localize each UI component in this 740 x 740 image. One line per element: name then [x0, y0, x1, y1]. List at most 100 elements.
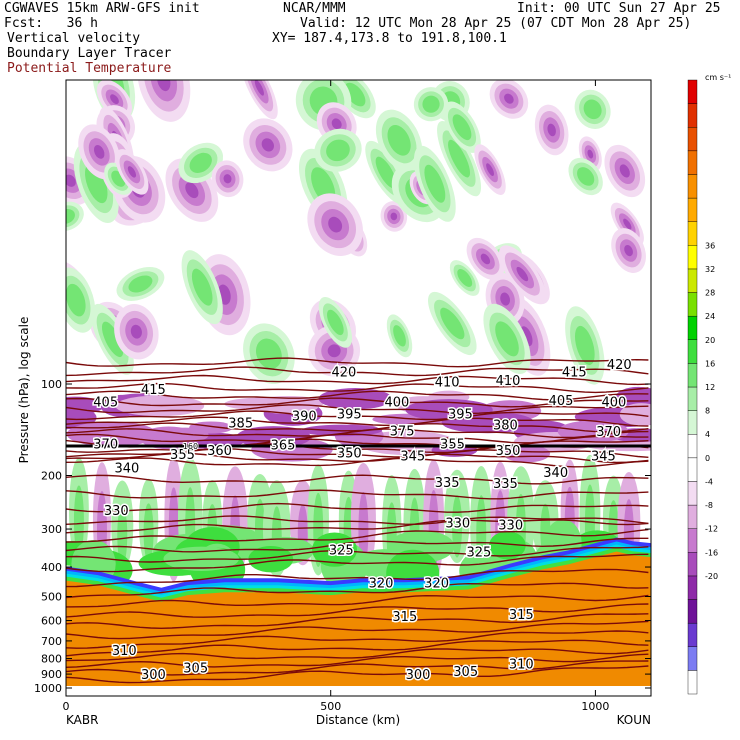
colorbar-swatch: [687, 457, 698, 482]
plot-header: CGWAVES 15km ARW-GFS init NCAR/MMM Init:…: [0, 0, 740, 90]
theta-contour-line: [66, 397, 649, 408]
theta-contour-line: [66, 390, 649, 401]
organization-label: NCAR/MMM: [283, 1, 346, 16]
field-boundary-layer-tracer: Boundary Layer Tracer: [7, 46, 172, 61]
theta-label: 340: [114, 461, 139, 476]
theta-contour-line: [66, 519, 649, 534]
theta-contour-line: [66, 630, 649, 649]
colorbar-tick-label: 8: [705, 407, 710, 416]
velocity-cell: [413, 145, 456, 222]
velocity-cell: [116, 266, 165, 301]
theta-label: 300: [406, 668, 431, 683]
theta-contour-line: [66, 357, 649, 368]
theta-contour-line: [66, 374, 649, 386]
velocity-cell: [334, 80, 376, 119]
theta-label: 325: [329, 543, 354, 558]
theta-label: 320: [424, 577, 449, 592]
velocity-cell: [386, 314, 413, 358]
theta-label: 315: [509, 608, 534, 623]
theta-contour-line: [66, 457, 649, 468]
theta-label: 300: [141, 668, 166, 683]
valid-time: Valid: 12 UTC Mon 28 Apr 25 (07 CDT Mon …: [300, 16, 692, 31]
theta-contour-line: [66, 546, 649, 563]
colorbar-tick-label: -16: [705, 548, 718, 557]
velocity-cell: [498, 245, 546, 303]
velocity-cell: [137, 80, 191, 122]
colorbar-tick-label: 28: [705, 289, 715, 298]
theta-contour-line: [66, 489, 649, 500]
y-tick-label: 400: [41, 561, 62, 574]
init-time: Init: 00 UTC Sun 27 Apr 25: [517, 1, 721, 16]
theta-contour-line: [66, 653, 649, 668]
theta-label: 390: [292, 410, 317, 425]
velocity-cell: [413, 87, 449, 122]
theta-label: 370: [93, 438, 118, 453]
x-axis-label: Distance (km): [316, 713, 400, 727]
theta-label: 395: [448, 407, 473, 422]
colorbar-swatch: [687, 221, 698, 246]
theta-contour-line: [66, 474, 649, 485]
field-potential-temperature: Potential Temperature: [7, 61, 172, 76]
theta-contour-line: [66, 639, 649, 657]
colorbar-tick-label: 32: [705, 265, 715, 274]
theta-label: 350: [337, 446, 362, 461]
theta-label: 310: [509, 657, 534, 672]
model-title: CGWAVES 15km ARW-GFS init: [4, 1, 200, 16]
colorbar-swatch: [687, 103, 698, 128]
velocity-cell: [314, 128, 362, 172]
colorbar-tick-label: -12: [705, 525, 718, 534]
x-tick-label: 0: [63, 700, 70, 713]
theta-contour-line: [66, 366, 649, 377]
colorbar-swatch: [687, 197, 698, 222]
colorbar: 36 32 28 24 20 16 12 8 4 0 -4 -8 -12 -16 -20: [687, 79, 718, 695]
colorbar-tick-label: 16: [705, 359, 715, 368]
field-vertical-velocity: Vertical velocity: [7, 31, 141, 46]
theta-label: 310: [112, 644, 137, 659]
y-tick-label: 300: [41, 523, 62, 536]
theta-contour-line: [66, 613, 649, 630]
theta-label: 380: [493, 419, 518, 434]
velocity-cell: [443, 101, 481, 153]
theta-label: 355: [170, 448, 195, 463]
colorbar-swatch: [687, 504, 698, 529]
colorbar-swatch: [687, 575, 698, 600]
theta-label: 320: [369, 577, 394, 592]
colorbar-swatch: [687, 622, 698, 647]
velocity-cell: [211, 160, 244, 198]
theta-label: 400: [602, 395, 627, 410]
theta-contour-line: [66, 553, 649, 573]
colorbar-swatch: [687, 268, 698, 293]
colorbar-tick-label: 12: [705, 383, 715, 392]
theta-contour-line: [66, 502, 649, 513]
velocity-cell: [534, 104, 569, 156]
colorbar-swatch: [687, 528, 698, 553]
theta-label: 350: [496, 444, 521, 459]
theta-label: 415: [562, 366, 587, 381]
velocity-cell: [114, 304, 159, 360]
colorbar-swatch: [687, 174, 698, 199]
colorbar-swatch: [687, 386, 698, 411]
theta-contour-line: [66, 665, 649, 684]
colorbar-tick-label: 20: [705, 336, 715, 345]
theta-contour-line: [66, 620, 649, 640]
colorbar-tick-label: 0: [705, 454, 710, 463]
velocity-cell: [428, 291, 477, 356]
theta-label: 415: [141, 383, 166, 398]
y-tick-label: 900: [41, 668, 62, 681]
theta-label: 335: [435, 476, 460, 491]
theta-label: 385: [228, 417, 253, 432]
colorbar-swatch: [687, 410, 698, 435]
right-endpoint-label: KOUN: [617, 713, 651, 727]
theta-contour-line: [66, 416, 649, 427]
theta-label: 370: [596, 425, 621, 440]
velocity-cell: [307, 193, 363, 256]
theta-label: 345: [400, 450, 425, 465]
velocity-cell: [181, 250, 223, 325]
theta-label: 335: [493, 477, 518, 492]
terrain-fill-core: [66, 551, 651, 696]
theta-contour-line: [66, 603, 649, 618]
velocity-cell: [611, 228, 646, 273]
theta-contour-line: [66, 382, 649, 394]
y-tick-label: 600: [41, 615, 62, 628]
